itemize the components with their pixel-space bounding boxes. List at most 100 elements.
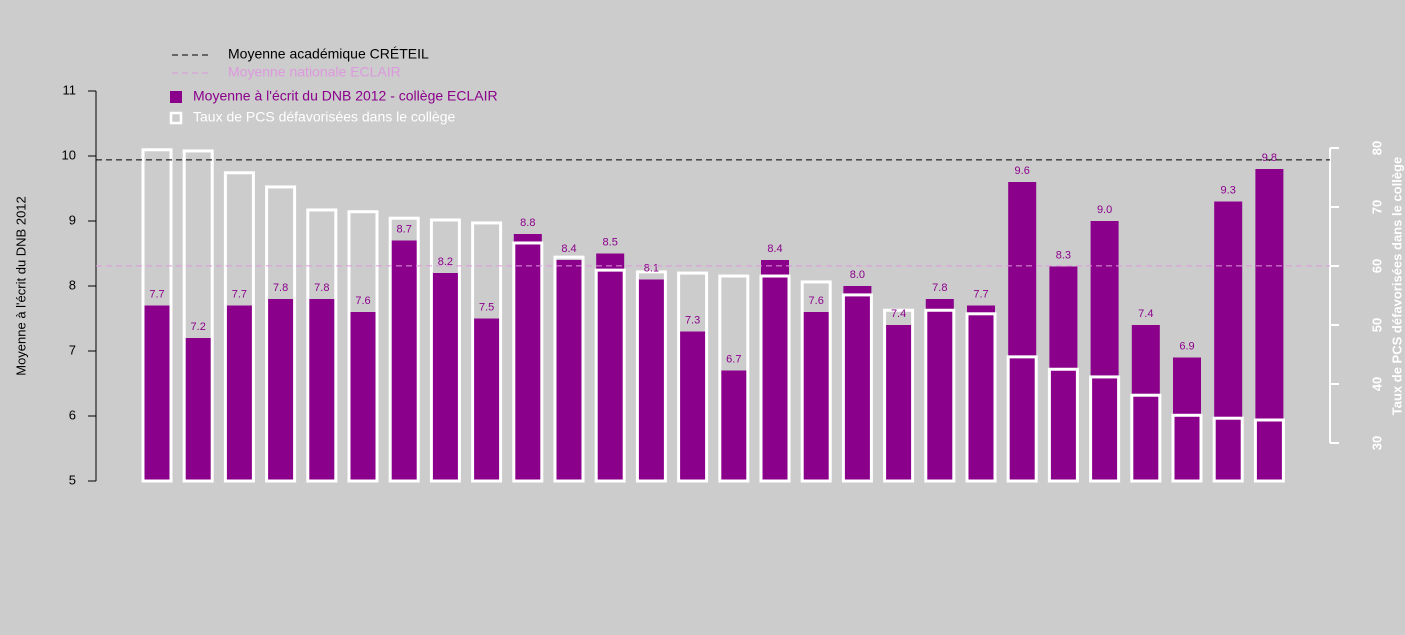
value-label: 8.8 — [520, 217, 535, 229]
outline-bar — [677, 271, 709, 483]
legend-label: Moyenne académique CRÉTEIL — [228, 46, 429, 62]
bar — [802, 312, 831, 481]
outline-bar — [1212, 416, 1244, 483]
outline-bar — [1089, 375, 1121, 483]
y2-tick-label: 30 — [1369, 436, 1384, 450]
bar — [678, 331, 707, 481]
bar — [596, 253, 625, 481]
bar — [1173, 357, 1201, 481]
value-label: 7.4 — [1138, 308, 1153, 320]
bar — [349, 312, 377, 481]
outline-bar — [141, 148, 173, 483]
bar — [431, 273, 460, 481]
y2-tick-label: 70 — [1369, 200, 1384, 214]
outline-bar — [841, 293, 873, 483]
outline-bar — [924, 308, 956, 483]
outline-bar — [265, 185, 297, 483]
bar — [225, 305, 254, 481]
value-label: 7.8 — [932, 282, 947, 294]
outline-bar — [800, 280, 832, 483]
bar — [843, 286, 872, 481]
bar — [719, 370, 748, 481]
value-label: 6.7 — [726, 353, 741, 365]
y-tick-label: 8 — [69, 277, 76, 292]
bar — [637, 279, 666, 481]
value-label: 7.8 — [314, 282, 329, 294]
outline-bar — [429, 218, 461, 483]
outline-bar — [1171, 413, 1203, 483]
bar — [1090, 221, 1119, 481]
bar — [390, 240, 419, 481]
bar — [1049, 266, 1078, 481]
value-label: 7.4 — [891, 308, 906, 320]
value-label: 9.6 — [1015, 165, 1030, 177]
bar — [184, 338, 213, 481]
bar — [925, 299, 954, 481]
legend-swatch — [169, 111, 183, 125]
bar — [143, 305, 171, 481]
outline-bar — [553, 255, 585, 483]
bar — [884, 325, 913, 481]
bar — [761, 260, 789, 481]
outline-bar — [1006, 355, 1038, 483]
bar — [967, 305, 995, 481]
bar — [266, 299, 295, 481]
y2-axis-title: Taux de PCS défavorisées dans le collège — [1389, 157, 1404, 415]
bar — [513, 234, 542, 481]
value-label: 7.2 — [191, 321, 206, 333]
legend-label: Moyenne à l'écrit du DNB 2012 - collège … — [193, 88, 498, 104]
outline-bar — [1130, 393, 1162, 483]
y-axis-title: Moyenne à l'écrit du DNB 2012 — [13, 196, 28, 376]
outline-bar — [1253, 418, 1285, 483]
value-label: 8.1 — [644, 262, 659, 274]
bar — [307, 299, 336, 481]
outline-bar — [306, 208, 338, 483]
value-label: 7.6 — [809, 295, 824, 307]
bar — [1214, 201, 1243, 481]
value-label: 9.8 — [1262, 152, 1277, 164]
value-label: 8.5 — [603, 236, 618, 248]
legend-swatch — [170, 91, 182, 103]
outline-bar — [182, 149, 214, 483]
bar — [1008, 182, 1037, 481]
outline-bar — [759, 274, 791, 483]
value-label: 7.7 — [973, 288, 988, 300]
value-label: 6.9 — [1179, 340, 1194, 352]
outline-bar — [347, 210, 379, 483]
y-tick-label: 5 — [69, 472, 76, 487]
y2-tick-label: 60 — [1369, 259, 1384, 273]
y2-tick-label: 80 — [1369, 141, 1384, 155]
bar — [1131, 325, 1160, 481]
y-tick-label: 9 — [69, 212, 76, 227]
legend-label: Moyenne nationale ECLAIR — [228, 64, 401, 80]
outline-bar — [388, 216, 420, 483]
y2-tick-label: 50 — [1369, 318, 1384, 332]
outline-bar — [635, 270, 667, 483]
value-label: 7.3 — [685, 314, 700, 326]
value-label: 8.0 — [850, 269, 865, 281]
outline-bar — [1047, 367, 1079, 483]
value-label: 8.4 — [767, 243, 782, 255]
outline-bar — [223, 171, 255, 483]
outline-bar — [965, 312, 997, 483]
y-tick-label: 7 — [69, 342, 76, 357]
legend-label: Taux de PCS défavorisées dans le collège — [193, 109, 455, 125]
y-tick-label: 6 — [69, 407, 76, 422]
value-label: 8.3 — [1056, 249, 1071, 261]
value-label: 7.8 — [273, 282, 288, 294]
bar — [1255, 169, 1284, 481]
y-tick-label: 10 — [62, 147, 76, 162]
outline-bar — [594, 268, 626, 483]
bar — [555, 260, 583, 481]
y2-tick-label: 40 — [1369, 377, 1384, 391]
y-tick-label: 11 — [63, 82, 77, 97]
value-label: 7.6 — [355, 295, 370, 307]
value-label: 8.4 — [561, 243, 576, 255]
value-label: 9.0 — [1097, 204, 1112, 216]
outline-bar — [512, 241, 544, 483]
outline-bar — [718, 274, 750, 483]
bar — [472, 318, 501, 481]
value-label: 8.2 — [438, 256, 453, 268]
value-label: 9.3 — [1221, 184, 1236, 196]
